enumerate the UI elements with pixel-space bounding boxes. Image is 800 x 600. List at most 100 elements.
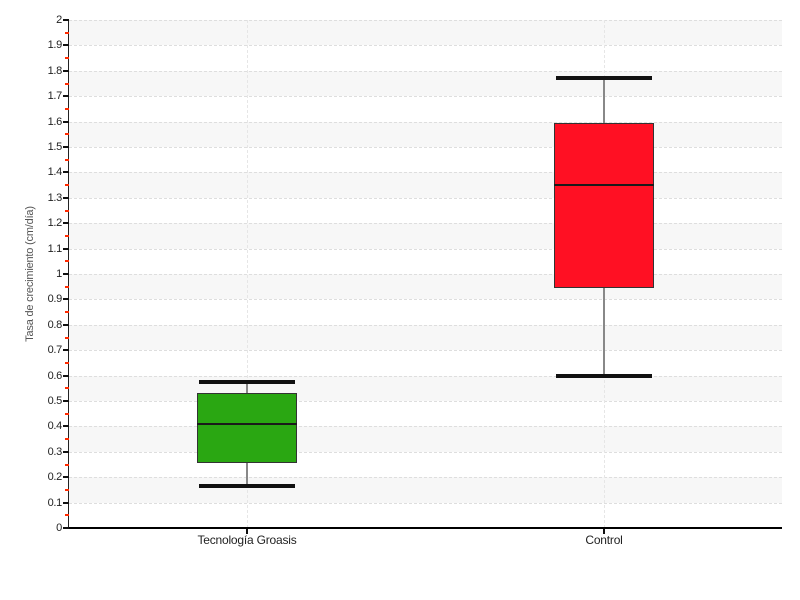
y-minor-tick [65, 82, 69, 85]
h-gridline [69, 147, 782, 148]
background-band [69, 121, 782, 147]
h-gridline [69, 401, 782, 402]
x-tick-label: Tecnología Groasis [197, 533, 297, 547]
x-tick-label: Control [585, 533, 623, 547]
median-line [553, 184, 654, 187]
y-tick-label: 1.9 [47, 39, 63, 52]
whisker-cap-bottom [555, 373, 652, 378]
y-major-tick [63, 171, 69, 174]
h-gridline [69, 426, 782, 428]
y-tick-label: 1.3 [47, 191, 63, 204]
background-band [69, 20, 782, 46]
y-minor-tick [65, 31, 69, 34]
y-major-tick [63, 273, 69, 275]
h-gridline [69, 502, 782, 504]
plot-area [69, 20, 782, 528]
y-tick-label: 0.9 [47, 293, 63, 306]
y-major-tick [63, 425, 69, 428]
y-major-tick [63, 527, 69, 529]
h-gridline [69, 121, 782, 123]
whisker-cap-bottom [199, 484, 296, 489]
y-minor-tick [65, 158, 69, 161]
h-gridline [69, 451, 782, 453]
y-tick-label: 1.5 [47, 141, 63, 153]
y-tick-label: 1.2 [47, 217, 63, 230]
h-gridline [69, 299, 782, 301]
background-band [69, 375, 782, 401]
x-axis-line [68, 527, 782, 529]
y-minor-tick [65, 234, 69, 237]
whisker-cap-top [555, 76, 652, 81]
y-major-tick [63, 450, 69, 453]
box-plot-control [69, 20, 782, 528]
y-tick-label: 2 [56, 14, 62, 26]
h-gridline [69, 70, 782, 72]
box-body [197, 393, 298, 464]
y-major-tick [63, 374, 69, 377]
y-minor-tick [65, 412, 69, 415]
y-major-tick [63, 196, 69, 199]
y-minor-tick [65, 488, 69, 491]
y-minor-tick [65, 260, 69, 263]
h-gridline [69, 45, 782, 47]
y-tick-label: 1.8 [47, 64, 63, 77]
y-minor-tick [65, 209, 69, 212]
y-minor-tick [65, 311, 69, 314]
y-minor-tick [65, 336, 69, 339]
y-tick-label: 0.3 [47, 445, 63, 458]
y-minor-tick [65, 133, 69, 136]
y-minor-tick [65, 438, 69, 441]
y-major-tick [63, 247, 69, 250]
y-minor-tick [65, 514, 69, 517]
y-major-tick [63, 501, 69, 504]
h-gridline [69, 324, 782, 326]
h-gridline [69, 197, 782, 199]
y-minor-tick [65, 361, 69, 364]
y-tick-label: 0.2 [47, 471, 63, 484]
y-minor-tick [65, 463, 69, 466]
median-line [197, 422, 298, 425]
x-major-tick [246, 529, 248, 534]
h-gridline [69, 248, 782, 250]
y-tick-label: 0.5 [47, 395, 63, 407]
background-band [69, 70, 782, 97]
y-major-tick [63, 476, 69, 479]
h-gridline [69, 172, 782, 174]
y-tick-label: 0.6 [47, 369, 63, 382]
background-band [69, 426, 782, 452]
y-major-tick [63, 222, 69, 225]
h-gridline [69, 223, 782, 225]
background-band [69, 274, 782, 300]
h-gridline [69, 375, 782, 377]
background-band [69, 172, 782, 198]
y-tick-label: 1 [56, 268, 62, 280]
y-tick-label: 0 [56, 522, 62, 534]
v-gridline [247, 20, 249, 528]
y-major-tick [63, 95, 69, 98]
y-tick-label: 1.4 [47, 166, 63, 179]
y-minor-tick [65, 57, 69, 60]
y-minor-tick [65, 107, 69, 110]
box-body [553, 122, 654, 288]
y-major-tick [63, 349, 69, 352]
y-tick-label: 1.6 [47, 115, 63, 128]
h-gridline [69, 274, 782, 275]
h-gridline [69, 350, 782, 352]
y-major-tick [63, 69, 69, 72]
h-gridline [69, 20, 782, 21]
h-gridline [69, 477, 782, 479]
y-major-tick [63, 298, 69, 301]
y-major-tick [63, 19, 69, 21]
background-band [69, 477, 782, 503]
box-plot-tecnologia-groasis [69, 20, 782, 528]
y-major-tick [63, 146, 69, 148]
background-band [69, 223, 782, 249]
y-tick-label: 0.1 [47, 496, 63, 509]
y-minor-tick [65, 184, 69, 187]
y-tick-label: 0.8 [47, 318, 63, 331]
y-major-tick [63, 44, 69, 47]
x-major-tick [603, 529, 605, 534]
y-minor-tick [65, 387, 69, 390]
y-major-tick [63, 120, 69, 123]
